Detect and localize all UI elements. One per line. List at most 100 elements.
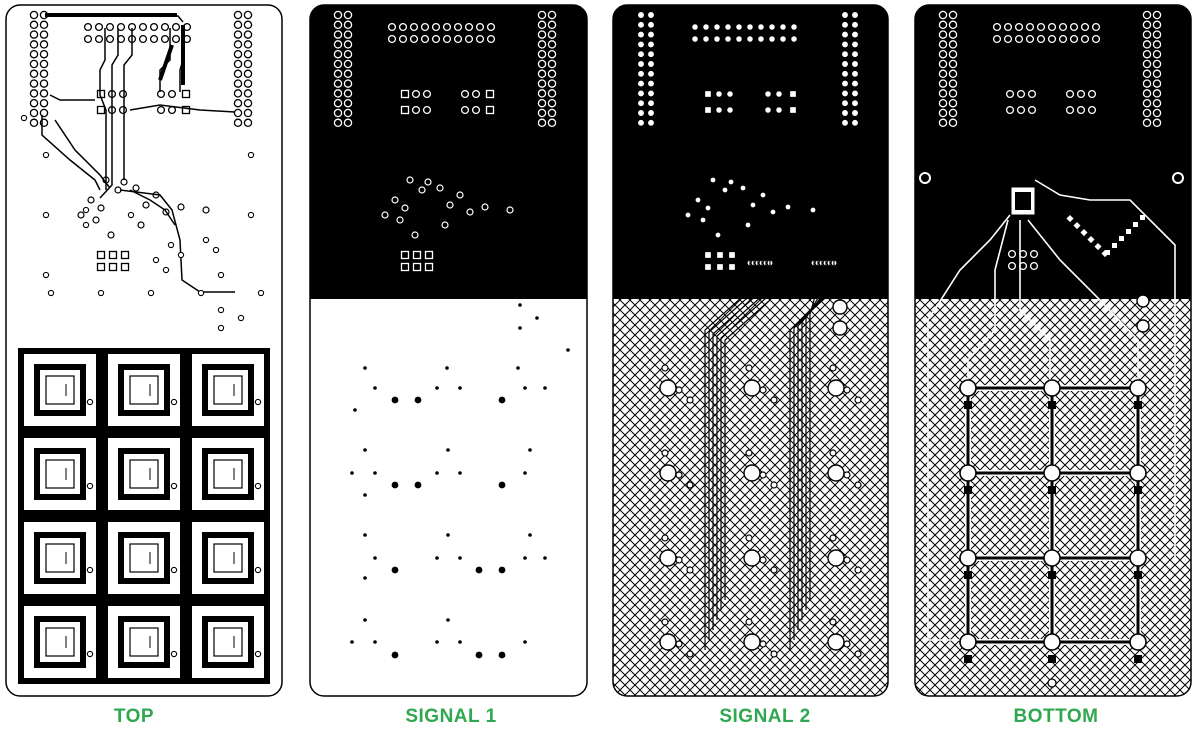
component-pad — [1027, 89, 1037, 99]
header-pad — [1152, 59, 1162, 69]
header-pad — [233, 69, 243, 79]
sensor-via-ring — [827, 464, 845, 482]
mid-via — [809, 206, 817, 214]
header-pad — [948, 49, 958, 59]
header-pad — [29, 10, 39, 20]
header-pad — [537, 98, 547, 108]
sensor-via-dot — [498, 651, 506, 659]
header-pad — [233, 49, 243, 59]
signal-via-dot — [435, 556, 439, 560]
header-pad — [442, 34, 452, 44]
component-pad — [411, 105, 421, 115]
header-pad — [39, 49, 49, 59]
signal-via — [167, 241, 175, 249]
header-pad — [29, 69, 39, 79]
signal-via — [202, 236, 210, 244]
mid-via — [137, 221, 145, 229]
bottom-ground-pour — [915, 5, 1191, 299]
sensor-via-ring — [832, 299, 848, 315]
header-pad — [850, 79, 860, 88]
component-pad — [725, 105, 735, 115]
signal-via-dot — [435, 471, 439, 475]
mid-via — [456, 191, 464, 199]
signal2-ground-pour — [613, 5, 888, 299]
header-pad — [343, 79, 353, 88]
signal-via-dot — [458, 640, 462, 644]
header-pad — [840, 59, 850, 69]
header-pad — [29, 118, 39, 128]
signal-via — [42, 151, 50, 159]
header-pad — [938, 118, 948, 128]
header-pad — [850, 40, 860, 49]
signal-via-dot — [373, 386, 377, 390]
sensor-center-pad — [213, 459, 243, 489]
component-pad — [167, 89, 177, 99]
header-pad — [243, 108, 253, 118]
mid-via — [749, 201, 757, 209]
component-pad — [725, 89, 735, 99]
header-pad — [453, 22, 463, 32]
header-pad — [1152, 89, 1162, 98]
mid-via — [142, 201, 150, 209]
header-pad — [789, 34, 799, 44]
matrix-node-pad — [959, 633, 977, 651]
component-square-pad — [400, 89, 410, 99]
header-pad — [723, 34, 733, 44]
header-pad — [333, 49, 343, 59]
header-pad — [333, 98, 343, 108]
signal-via — [247, 151, 255, 159]
header-pad — [537, 108, 547, 118]
component-pad — [1027, 105, 1037, 115]
matrix-node-pad — [1129, 464, 1147, 482]
mid-via — [727, 178, 735, 186]
header-pad — [948, 69, 958, 79]
signal-via — [82, 221, 90, 229]
matrix-node-square — [1134, 571, 1142, 579]
header-pad — [39, 59, 49, 69]
mid-via — [704, 204, 712, 212]
matrix-node-pad — [959, 379, 977, 397]
signal-via-dot — [363, 576, 367, 580]
signal1-ground-pour — [310, 5, 587, 299]
sensor-small-via — [759, 386, 767, 394]
block-square-pad — [727, 250, 737, 260]
header-pad — [233, 30, 243, 39]
signal-via-dot — [373, 556, 377, 560]
sensor-small-via — [843, 471, 851, 479]
matrix-node-square — [1048, 571, 1056, 579]
sensor-small-via — [661, 618, 669, 626]
header-pad — [486, 34, 496, 44]
block-square-pad — [727, 262, 737, 272]
sensor-via-ring — [659, 633, 677, 651]
header-pad — [636, 10, 646, 20]
component-pad — [471, 89, 481, 99]
header-pad — [1142, 30, 1152, 39]
header-pad — [547, 20, 557, 30]
component-square-pad — [400, 105, 410, 115]
header-pad — [701, 34, 711, 44]
top-sensor-grid — [18, 348, 270, 684]
sensor-via — [254, 482, 262, 490]
header-pad — [39, 69, 49, 79]
esd-pad — [1133, 222, 1138, 227]
header-pad — [39, 20, 49, 30]
header-pad — [233, 79, 243, 88]
component-pad — [1005, 105, 1015, 115]
matrix-node-pad — [1043, 379, 1061, 397]
header-pad — [149, 34, 159, 44]
header-pad — [992, 34, 1002, 44]
signal-via-dot — [446, 533, 450, 537]
header-pad — [1142, 40, 1152, 49]
header-pad — [171, 22, 181, 32]
matrix-node-square — [1134, 401, 1142, 409]
matrix-node-pad — [959, 464, 977, 482]
component-pad — [460, 89, 470, 99]
header-pad — [233, 59, 243, 69]
block-square-pad — [703, 250, 713, 260]
sensor-center-pad — [129, 627, 159, 657]
header-pad — [547, 118, 557, 128]
header-pad — [948, 40, 958, 49]
mid-via — [739, 184, 747, 192]
sensor-small-via — [661, 534, 669, 542]
header-pad — [398, 22, 408, 32]
